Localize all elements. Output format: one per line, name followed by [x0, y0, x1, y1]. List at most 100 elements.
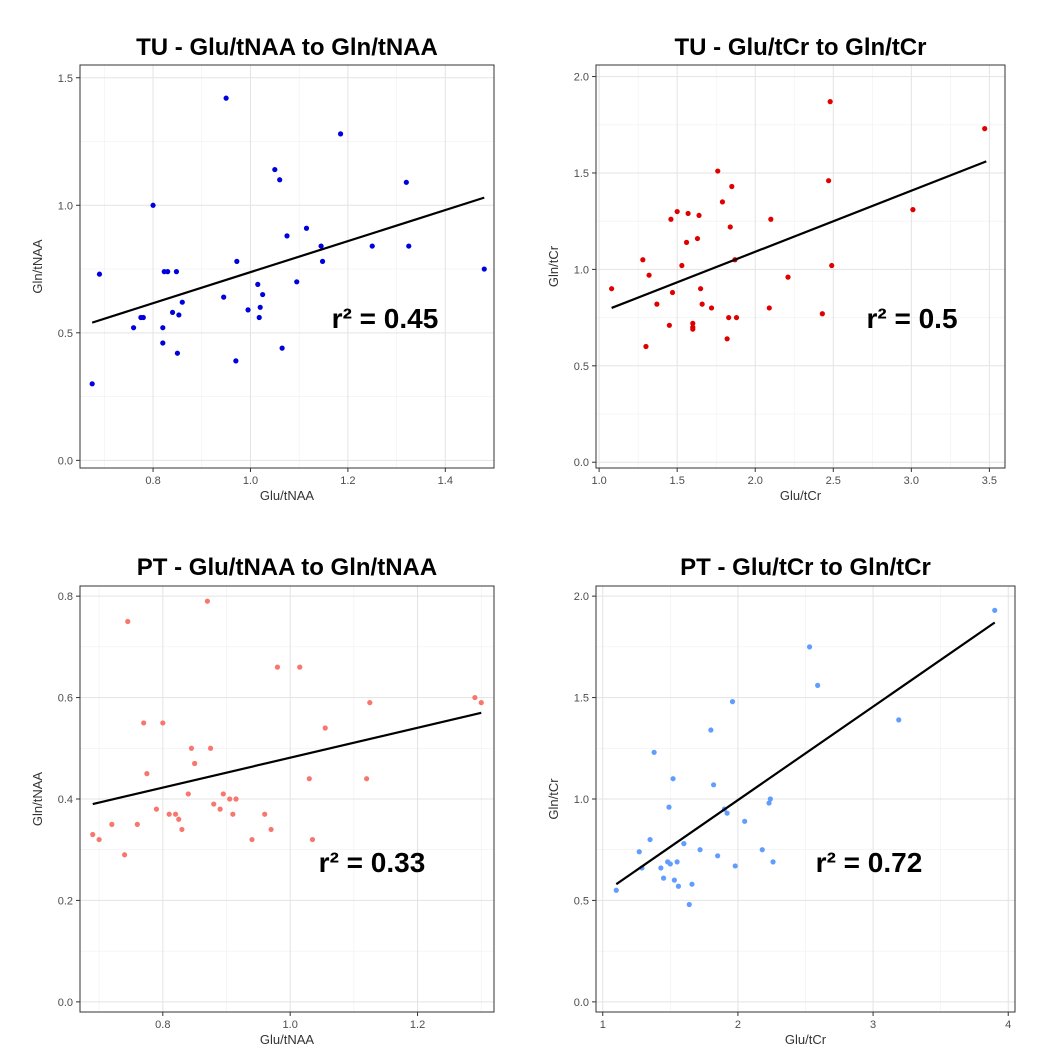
data-point: [829, 262, 835, 269]
y-tick-label: 0.0: [58, 997, 73, 1009]
data-point: [166, 811, 172, 817]
data-point: [272, 166, 278, 173]
y-tick-label: 0.4: [58, 794, 73, 806]
data-point: [233, 358, 239, 364]
data-point: [319, 258, 326, 264]
data-point: [825, 178, 832, 184]
data-point: [759, 847, 765, 853]
data-points: [90, 598, 484, 858]
chart-pt-glu-tnaa-vs-gln-tnaa: 0.8 1.0 1.2 0.0 0.2 0.4 0.6 0.8 Glu/tNAA Gln/tNAA…: [30, 554, 495, 1047]
x-tick-label: 1.0: [591, 475, 606, 487]
data-point: [134, 821, 140, 827]
data-point: [646, 272, 652, 278]
data-point: [140, 314, 146, 321]
data-point: [234, 258, 240, 264]
y-tick-label: 1.0: [574, 264, 589, 276]
data-point: [636, 849, 642, 855]
data-point: [685, 210, 691, 217]
data-point: [172, 811, 179, 817]
y-tick-label: 0.6: [58, 693, 73, 705]
chart-panel-tu-tcr: 1.0 1.5 2.0 2.5 3.0 3.5 0.0 0.5 1.0 1.5 2.0 Glu/tCr…: [524, 0, 1048, 530]
data-point: [674, 859, 680, 865]
data-point: [708, 727, 714, 733]
x-tick-label: 3.5: [982, 475, 997, 487]
data-point: [207, 745, 214, 751]
chart-panel-pt-tcr: 1 2 3 4 0.0 0.5 1.0 1.5 2.0 Glu/tCr Gln/tCr PT - Gl…: [524, 530, 1048, 1061]
data-point: [176, 816, 182, 822]
regression-line: [92, 711, 482, 806]
data-point: [715, 168, 721, 174]
data-point: [690, 326, 696, 332]
data-points: [89, 95, 487, 387]
data-point: [992, 607, 998, 613]
data-point: [96, 271, 103, 277]
y-axis-label: Gln/tCr: [546, 778, 561, 820]
data-point: [647, 836, 653, 843]
data-point: [257, 304, 263, 310]
data-point: [309, 836, 316, 843]
x-tick-label: 3: [870, 1019, 876, 1031]
data-point: [658, 865, 664, 871]
y-tick-label: 0.5: [58, 328, 73, 340]
data-point: [144, 771, 150, 777]
data-point: [689, 881, 695, 887]
y-axis-label: Gln/tNAA: [30, 239, 45, 294]
data-point: [697, 286, 704, 292]
chart-panel-tu-tnaa: 0.8 1.0 1.2 1.4 0.0 0.5 1.0 1.5 Glu/tNAA Gln/tNAA…: [0, 0, 524, 530]
data-point: [211, 801, 217, 807]
chart-tu-glu-tnaa-vs-gln-tnaa: 0.8 1.0 1.2 1.4 0.0 0.5 1.0 1.5 Glu/tNAA Gln/tNAA…: [30, 34, 495, 503]
data-point: [699, 301, 705, 307]
r-squared-annotation: r² = 0.5: [866, 303, 957, 334]
data-point: [121, 852, 128, 858]
data-point: [708, 305, 715, 311]
data-point: [766, 305, 772, 311]
data-point: [337, 131, 344, 137]
y-tick-label: 0.5: [574, 895, 589, 907]
data-point: [367, 700, 373, 706]
x-tick-label: 0.8: [155, 1019, 170, 1031]
y-axis-label: Gln/tCr: [546, 245, 561, 287]
y-tick-label: 0.5: [574, 361, 589, 373]
data-point: [322, 725, 328, 731]
data-point: [89, 381, 95, 387]
grid-lines: [596, 65, 1005, 468]
data-point: [732, 863, 738, 869]
data-point: [481, 266, 487, 272]
grid-lines: [80, 586, 494, 1012]
data-point: [670, 776, 676, 782]
data-point: [726, 314, 732, 321]
regression-line: [615, 621, 996, 886]
data-point: [827, 99, 833, 105]
x-axis-label: Glu/tCr: [785, 1032, 827, 1047]
data-point: [815, 682, 821, 688]
x-tick-label: 2.5: [826, 475, 841, 487]
data-point: [666, 322, 672, 328]
data-point: [640, 257, 646, 263]
regression-line: [91, 196, 485, 324]
data-point: [806, 644, 813, 650]
y-tick-label: 1.5: [574, 693, 589, 705]
data-point: [303, 225, 310, 231]
data-point: [742, 818, 748, 824]
x-axis-label: Glu/tNAA: [260, 1032, 315, 1047]
data-point: [675, 883, 682, 889]
data-point: [174, 350, 181, 356]
data-point: [767, 796, 773, 802]
data-point: [173, 269, 180, 275]
data-point: [683, 239, 690, 245]
data-point: [176, 312, 182, 318]
data-point: [90, 831, 96, 838]
data-point: [153, 806, 160, 812]
r-squared-annotation: r² = 0.45: [332, 303, 439, 334]
data-point: [694, 235, 701, 242]
data-point: [179, 826, 185, 833]
y-axis-label: Gln/tNAA: [30, 772, 45, 827]
r-squared-annotation: r² = 0.33: [319, 847, 426, 878]
data-point: [268, 826, 274, 833]
data-point: [643, 343, 649, 350]
x-tick-label: 2.0: [748, 475, 763, 487]
x-tick-label: 1.5: [670, 475, 685, 487]
data-point: [245, 307, 251, 313]
data-point: [204, 598, 210, 604]
x-tick-label: 2: [735, 1019, 741, 1031]
